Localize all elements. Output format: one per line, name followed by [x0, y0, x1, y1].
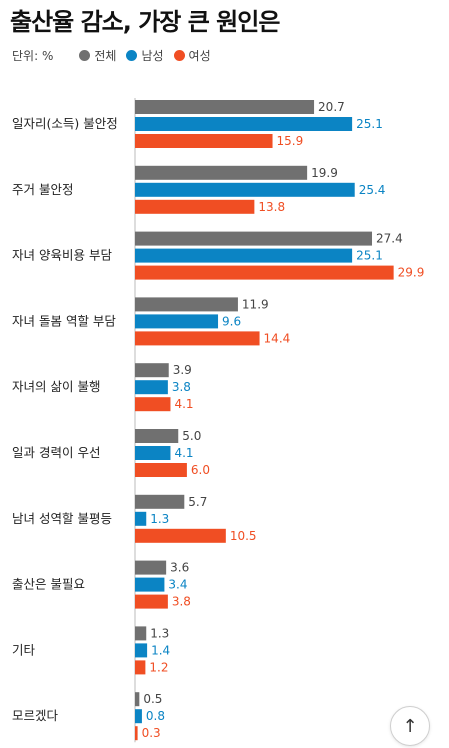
value-label-male: 0.8: [146, 709, 165, 723]
bar-male: [135, 248, 353, 263]
value-label-male: 3.8: [172, 380, 191, 394]
bar-total: [135, 363, 169, 378]
bar-female: [135, 726, 138, 741]
bar-male: [135, 577, 165, 592]
value-label-total: 3.9: [173, 363, 192, 377]
value-label-female: 10.5: [230, 529, 257, 543]
value-label-total: 1.3: [150, 626, 169, 640]
category-label: 출산은 불필요: [12, 577, 85, 592]
bar-total: [135, 692, 140, 707]
category-label: 주거 불안정: [12, 182, 73, 197]
value-label-total: 19.9: [311, 166, 338, 180]
value-label-male: 1.4: [151, 643, 170, 657]
bar-total: [135, 494, 185, 509]
value-label-total: 27.4: [376, 232, 403, 246]
bar-male: [135, 643, 148, 658]
value-label-total: 5.7: [188, 495, 207, 509]
bar-total: [135, 429, 179, 443]
category-label: 자녀 양육비용 부담: [12, 248, 112, 263]
value-label-male: 4.1: [174, 446, 193, 460]
bar-total: [135, 165, 308, 180]
value-label-female: 4.1: [174, 397, 193, 411]
bar-total: [135, 231, 373, 246]
value-label-female: 6.0: [191, 463, 210, 477]
value-label-total: 0.5: [143, 692, 162, 706]
legend-swatch-female: [173, 49, 185, 61]
category-label: 자녀의 삶이 불행: [12, 379, 100, 394]
bar-total: [135, 100, 315, 114]
unit-label: 단위: %: [12, 48, 54, 63]
category-label: 일자리(소득) 불안정: [12, 116, 118, 131]
legend-label-female: 여성: [188, 48, 211, 63]
bar-female: [135, 199, 255, 214]
bar-total: [135, 297, 238, 312]
bar-male: [135, 709, 142, 724]
legend-label-total: 전체: [94, 48, 117, 63]
category-label: 기타: [12, 642, 36, 657]
category-label: 모르겠다: [12, 708, 59, 723]
value-label-female: 29.9: [398, 266, 425, 280]
legend-label-male: 남성: [141, 48, 164, 63]
value-label-female: 15.9: [277, 134, 304, 148]
bar-female: [135, 265, 394, 280]
bar-female: [135, 528, 226, 543]
category-label: 자녀 돌봄 역할 부담: [12, 313, 116, 328]
bar-male: [135, 511, 147, 526]
arrow-up-icon: ↑: [402, 715, 418, 737]
scroll-to-top-button[interactable]: ↑: [390, 706, 430, 746]
legend-swatch-total: [79, 49, 91, 61]
legend-item-total: 전체: [79, 47, 116, 64]
bar-total: [135, 626, 147, 641]
value-label-male: 1.3: [150, 512, 169, 526]
value-label-male: 25.1: [356, 117, 383, 131]
bar-male: [135, 314, 219, 329]
value-label-female: 14.4: [264, 331, 291, 345]
value-label-female: 13.8: [258, 200, 285, 214]
bar-female: [135, 463, 187, 477]
bar-female: [135, 660, 146, 675]
legend-item-male: 남성: [126, 47, 164, 64]
value-label-female: 3.8: [172, 595, 191, 609]
bar-female: [135, 397, 171, 412]
value-label-male: 25.1: [356, 249, 383, 263]
value-label-total: 20.7: [318, 100, 345, 114]
value-label-total: 11.9: [242, 297, 269, 311]
value-label-male: 9.6: [222, 314, 241, 328]
value-label-male: 3.4: [168, 578, 187, 592]
value-label-total: 5.0: [182, 429, 201, 443]
legend-swatch-male: [126, 49, 138, 61]
category-label: 남녀 성역할 불평등: [12, 511, 112, 526]
value-label-female: 1.2: [149, 660, 168, 674]
bar-male: [135, 446, 171, 460]
category-label: 일과 경력이 우선: [12, 445, 100, 460]
bar-female: [135, 134, 273, 148]
bar-female: [135, 594, 168, 609]
value-label-female: 0.3: [142, 726, 161, 740]
value-label-male: 25.4: [359, 183, 386, 197]
legend-item-female: 여성: [173, 47, 211, 64]
value-label-total: 3.6: [170, 561, 189, 575]
bar-male: [135, 182, 355, 197]
bar-male: [135, 117, 353, 131]
bar-female: [135, 331, 260, 346]
bar-total: [135, 560, 167, 575]
legend-row: 단위: % 전체 남성 여성: [12, 46, 221, 64]
bar-male: [135, 380, 168, 395]
chart-title: 출산율 감소, 가장 큰 원인은: [10, 8, 280, 36]
